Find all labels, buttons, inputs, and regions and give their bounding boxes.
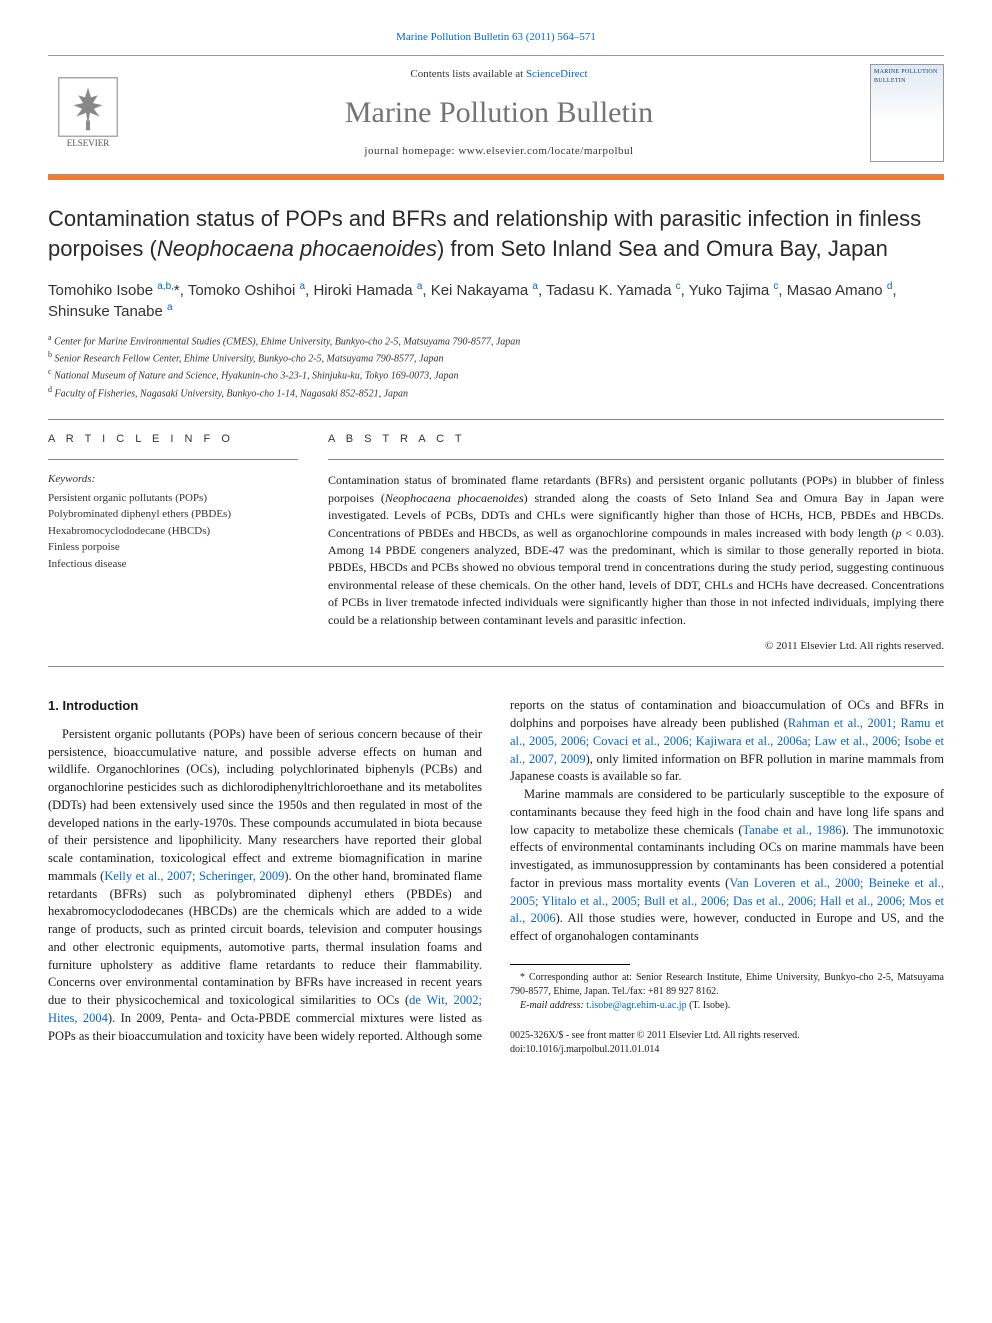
keywords-list: Persistent organic pollutants (POPs) Pol… <box>48 490 298 573</box>
corresponding-author-footnote: * Corresponding author at: Senior Resear… <box>510 971 944 1013</box>
cover-thumb-title: MARINE POLLUTION BULLETIN <box>874 68 940 85</box>
section-heading: 1. Introduction <box>48 697 482 715</box>
keyword: Finless porpoise <box>48 539 298 556</box>
keywords-header: Keywords: <box>48 472 298 487</box>
divider <box>48 419 944 420</box>
homepage-url[interactable]: www.elsevier.com/locate/marpolbul <box>458 145 633 157</box>
divider <box>48 459 298 460</box>
homepage-line: journal homepage: www.elsevier.com/locat… <box>128 144 870 159</box>
masthead-container: ELSEVIER Contents lists available at Sci… <box>48 55 944 180</box>
sciencedirect-link[interactable]: ScienceDirect <box>526 68 588 80</box>
affiliation: c National Museum of Nature and Science,… <box>48 366 944 383</box>
contents-line: Contents lists available at ScienceDirec… <box>128 67 870 82</box>
abstract-text: Contamination status of brominated flame… <box>328 472 944 629</box>
affiliation: d Faculty of Fisheries, Nagasaki Univers… <box>48 384 944 401</box>
divider <box>328 459 944 460</box>
keyword: Infectious disease <box>48 556 298 573</box>
author-list: Tomohiko Isobe a,b,*, Tomoko Oshihoi a, … <box>48 280 944 322</box>
article-info-column: A R T I C L E I N F O Keywords: Persiste… <box>48 432 298 654</box>
affiliations: a Center for Marine Environmental Studie… <box>48 332 944 401</box>
masthead-center: Contents lists available at ScienceDirec… <box>128 67 870 160</box>
divider <box>48 666 944 667</box>
body-text: 1. Introduction Persistent organic pollu… <box>48 697 944 1057</box>
contents-prefix: Contents lists available at <box>410 68 525 80</box>
abstract-label: A B S T R A C T <box>328 432 944 447</box>
email-name: (T. Isobe). <box>689 1000 730 1011</box>
homepage-prefix: journal homepage: <box>364 145 458 157</box>
journal-cover-thumb[interactable]: MARINE POLLUTION BULLETIN <box>870 64 944 162</box>
email-label: E-mail address: <box>520 1000 584 1011</box>
doi-line: doi:10.1016/j.marpolbul.2011.01.014 <box>510 1043 944 1057</box>
email-line: E-mail address: t.isobe@agr.ehim-u.ac.jp… <box>510 999 944 1013</box>
footnote-separator <box>510 964 630 965</box>
elsevier-tree-icon <box>58 77 118 137</box>
issn-line: 0025-326X/$ - see front matter © 2011 El… <box>510 1029 944 1043</box>
keyword: Hexabromocyclododecane (HBCDs) <box>48 523 298 540</box>
corresponding-text: * Corresponding author at: Senior Resear… <box>510 971 944 999</box>
doi-block: 0025-326X/$ - see front matter © 2011 El… <box>510 1029 944 1057</box>
email-link[interactable]: t.isobe@agr.ehim-u.ac.jp <box>586 1000 686 1011</box>
citation-link[interactable]: Marine Pollution Bulletin 63 (2011) 564–… <box>48 30 944 45</box>
article-info-label: A R T I C L E I N F O <box>48 432 298 447</box>
body-paragraph: Marine mammals are considered to be part… <box>510 786 944 946</box>
article-title: Contamination status of POPs and BFRs an… <box>48 204 944 263</box>
journal-name: Marine Pollution Bulletin <box>128 92 870 134</box>
abstract-column: A B S T R A C T Contamination status of … <box>328 432 944 654</box>
keyword: Persistent organic pollutants (POPs) <box>48 490 298 507</box>
publisher-logo[interactable]: ELSEVIER <box>48 77 128 150</box>
publisher-name: ELSEVIER <box>67 137 110 150</box>
affiliation: a Center for Marine Environmental Studie… <box>48 332 944 349</box>
affiliation: b Senior Research Fellow Center, Ehime U… <box>48 349 944 366</box>
copyright-line: © 2011 Elsevier Ltd. All rights reserved… <box>328 639 944 654</box>
keyword: Polybrominated diphenyl ethers (PBDEs) <box>48 506 298 523</box>
